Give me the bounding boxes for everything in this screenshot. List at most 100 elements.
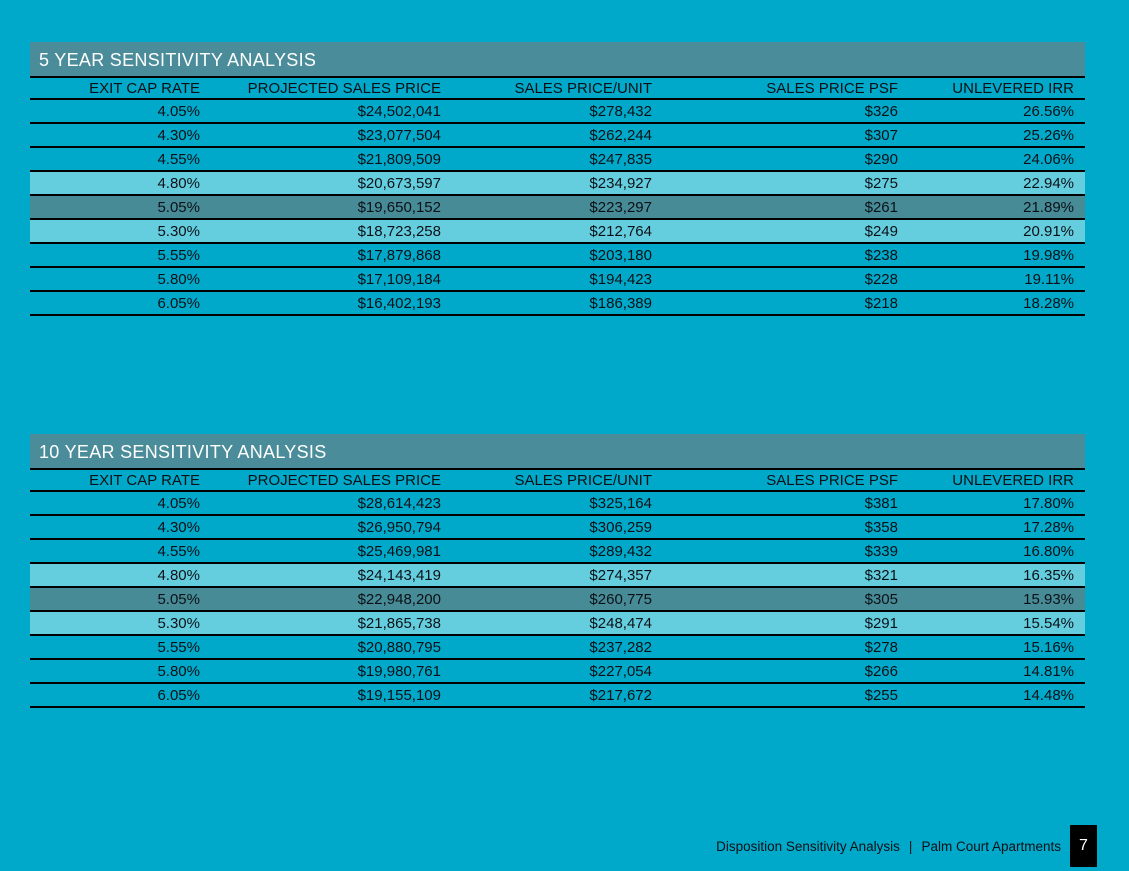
cell-sales-price-psf: $275 bbox=[652, 171, 898, 196]
cell-unlevered-irr: 19.11% bbox=[898, 267, 1085, 292]
cell-sales-price-psf: $291 bbox=[652, 611, 898, 636]
column-header-exit-cap-rate: EXIT CAP RATE bbox=[30, 78, 200, 100]
cell-sales-price-psf: $228 bbox=[652, 267, 898, 292]
cell-sales-price-unit: $278,432 bbox=[441, 99, 652, 124]
footer-property-name: Palm Court Apartments bbox=[921, 838, 1061, 854]
cell-unlevered-irr: 17.80% bbox=[898, 491, 1085, 516]
cell-sales-price-psf: $381 bbox=[652, 491, 898, 516]
cell-sales-price-unit: $234,927 bbox=[441, 171, 652, 196]
table-row: 4.55% $21,809,509 $247,835 $290 24.06% bbox=[30, 147, 1085, 172]
cell-projected-sales-price: $21,865,738 bbox=[200, 611, 441, 636]
cell-sales-price-unit: $194,423 bbox=[441, 267, 652, 292]
cell-projected-sales-price: $24,502,041 bbox=[200, 99, 441, 124]
table-row: 4.30% $23,077,504 $262,244 $307 25.26% bbox=[30, 123, 1085, 148]
cell-exit-cap-rate: 5.30% bbox=[30, 219, 200, 244]
cell-sales-price-psf: $339 bbox=[652, 539, 898, 564]
column-header-exit-cap-rate: EXIT CAP RATE bbox=[30, 470, 200, 492]
cell-exit-cap-rate: 4.30% bbox=[30, 123, 200, 148]
cell-sales-price-unit: $203,180 bbox=[441, 243, 652, 268]
cell-unlevered-irr: 25.26% bbox=[898, 123, 1085, 148]
table-row: 4.05% $28,614,423 $325,164 $381 17.80% bbox=[30, 491, 1085, 516]
cell-sales-price-unit: $217,672 bbox=[441, 683, 652, 708]
table-title-5yr: 5 YEAR SENSITIVITY ANALYSIS bbox=[30, 42, 1085, 78]
cell-unlevered-irr: 26.56% bbox=[898, 99, 1085, 124]
column-header-sales-price-unit: SALES PRICE/UNIT bbox=[441, 470, 652, 492]
cell-unlevered-irr: 20.91% bbox=[898, 219, 1085, 244]
cell-sales-price-psf: $218 bbox=[652, 291, 898, 316]
table-row: 5.55% $20,880,795 $237,282 $278 15.16% bbox=[30, 635, 1085, 660]
cell-sales-price-psf: $255 bbox=[652, 683, 898, 708]
cell-exit-cap-rate: 4.80% bbox=[30, 171, 200, 196]
footer-separator: | bbox=[908, 838, 913, 854]
cell-exit-cap-rate: 6.05% bbox=[30, 291, 200, 316]
table-row: 4.30% $26,950,794 $306,259 $358 17.28% bbox=[30, 515, 1085, 540]
cell-sales-price-psf: $261 bbox=[652, 195, 898, 220]
table-header-row: EXIT CAP RATE PROJECTED SALES PRICE SALE… bbox=[30, 78, 1085, 100]
cell-sales-price-unit: $237,282 bbox=[441, 635, 652, 660]
cell-projected-sales-price: $21,809,509 bbox=[200, 147, 441, 172]
table-row: 5.30% $21,865,738 $248,474 $291 15.54% bbox=[30, 611, 1085, 636]
table-title-10yr: 10 YEAR SENSITIVITY ANALYSIS bbox=[30, 434, 1085, 470]
cell-sales-price-psf: $326 bbox=[652, 99, 898, 124]
cell-projected-sales-price: $19,980,761 bbox=[200, 659, 441, 684]
table-row: 5.80% $17,109,184 $194,423 $228 19.11% bbox=[30, 267, 1085, 292]
cell-unlevered-irr: 21.89% bbox=[898, 195, 1085, 220]
table-row: 5.55% $17,879,868 $203,180 $238 19.98% bbox=[30, 243, 1085, 268]
cell-unlevered-irr: 15.16% bbox=[898, 635, 1085, 660]
table-row: 6.05% $16,402,193 $186,389 $218 18.28% bbox=[30, 291, 1085, 316]
column-header-projected-sales-price: PROJECTED SALES PRICE bbox=[200, 78, 441, 100]
footer-document-title: Disposition Sensitivity Analysis bbox=[716, 838, 900, 854]
cell-unlevered-irr: 19.98% bbox=[898, 243, 1085, 268]
cell-unlevered-irr: 15.54% bbox=[898, 611, 1085, 636]
cell-projected-sales-price: $24,143,419 bbox=[200, 563, 441, 588]
column-header-sales-price-psf: SALES PRICE PSF bbox=[652, 470, 898, 492]
table-header-row: EXIT CAP RATE PROJECTED SALES PRICE SALE… bbox=[30, 470, 1085, 492]
cell-sales-price-psf: $266 bbox=[652, 659, 898, 684]
cell-unlevered-irr: 24.06% bbox=[898, 147, 1085, 172]
cell-exit-cap-rate: 5.55% bbox=[30, 635, 200, 660]
cell-unlevered-irr: 15.93% bbox=[898, 587, 1085, 612]
cell-exit-cap-rate: 5.55% bbox=[30, 243, 200, 268]
table-row: 5.80% $19,980,761 $227,054 $266 14.81% bbox=[30, 659, 1085, 684]
cell-projected-sales-price: $25,469,981 bbox=[200, 539, 441, 564]
cell-sales-price-unit: $223,297 bbox=[441, 195, 652, 220]
table-row: 4.80% $20,673,597 $234,927 $275 22.94% bbox=[30, 171, 1085, 196]
cell-exit-cap-rate: 6.05% bbox=[30, 683, 200, 708]
cell-sales-price-unit: $289,432 bbox=[441, 539, 652, 564]
cell-exit-cap-rate: 5.05% bbox=[30, 587, 200, 612]
cell-sales-price-unit: $227,054 bbox=[441, 659, 652, 684]
cell-exit-cap-rate: 4.80% bbox=[30, 563, 200, 588]
cell-sales-price-unit: $325,164 bbox=[441, 491, 652, 516]
column-header-sales-price-unit: SALES PRICE/UNIT bbox=[441, 78, 652, 100]
cell-sales-price-psf: $290 bbox=[652, 147, 898, 172]
cell-exit-cap-rate: 5.05% bbox=[30, 195, 200, 220]
cell-exit-cap-rate: 4.05% bbox=[30, 491, 200, 516]
cell-sales-price-psf: $238 bbox=[652, 243, 898, 268]
cell-sales-price-psf: $249 bbox=[652, 219, 898, 244]
cell-sales-price-unit: $186,389 bbox=[441, 291, 652, 316]
cell-sales-price-psf: $305 bbox=[652, 587, 898, 612]
sensitivity-table-10yr-grid: EXIT CAP RATE PROJECTED SALES PRICE SALE… bbox=[30, 470, 1085, 708]
cell-projected-sales-price: $17,109,184 bbox=[200, 267, 441, 292]
cell-unlevered-irr: 14.48% bbox=[898, 683, 1085, 708]
cell-projected-sales-price: $28,614,423 bbox=[200, 491, 441, 516]
cell-exit-cap-rate: 4.30% bbox=[30, 515, 200, 540]
sensitivity-table-5yr-grid: EXIT CAP RATE PROJECTED SALES PRICE SALE… bbox=[30, 78, 1085, 316]
cell-projected-sales-price: $26,950,794 bbox=[200, 515, 441, 540]
cell-projected-sales-price: $17,879,868 bbox=[200, 243, 441, 268]
cell-sales-price-psf: $321 bbox=[652, 563, 898, 588]
page-number: 7 bbox=[1079, 837, 1088, 854]
cell-sales-price-unit: $248,474 bbox=[441, 611, 652, 636]
cell-sales-price-unit: $274,357 bbox=[441, 563, 652, 588]
table-row: 4.55% $25,469,981 $289,432 $339 16.80% bbox=[30, 539, 1085, 564]
page-footer: Disposition Sensitivity Analysis | Palm … bbox=[716, 825, 1097, 867]
column-header-unlevered-irr: UNLEVERED IRR bbox=[898, 78, 1085, 100]
cell-unlevered-irr: 22.94% bbox=[898, 171, 1085, 196]
cell-exit-cap-rate: 4.55% bbox=[30, 147, 200, 172]
page-number-badge: 7 bbox=[1070, 825, 1097, 867]
cell-sales-price-unit: $247,835 bbox=[441, 147, 652, 172]
cell-exit-cap-rate: 5.80% bbox=[30, 659, 200, 684]
cell-unlevered-irr: 14.81% bbox=[898, 659, 1085, 684]
cell-unlevered-irr: 17.28% bbox=[898, 515, 1085, 540]
